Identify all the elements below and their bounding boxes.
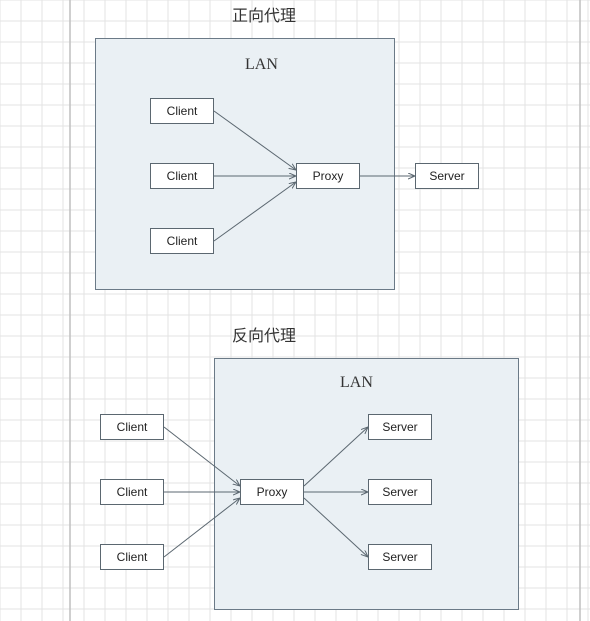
reverse-proxy-title: 反向代理	[232, 322, 296, 346]
d2-server-node-0: Server	[368, 414, 432, 440]
d1-client-node-1: Client	[150, 163, 214, 189]
d2-client-node-2: Client	[100, 544, 164, 570]
d2-client-node-0: Client	[100, 414, 164, 440]
d1-proxy-node: Proxy	[296, 163, 360, 189]
d2-client-node-1: Client	[100, 479, 164, 505]
diagram-canvas: 正向代理 反向代理 LAN LAN Client Client Client Prox…	[0, 0, 590, 621]
d1-client-node-2: Client	[150, 228, 214, 254]
lan-label-forward: LAN	[245, 56, 278, 74]
lan-label-reverse: LAN	[340, 374, 373, 392]
d2-proxy-node: Proxy	[240, 479, 304, 505]
d2-server-node-2: Server	[368, 544, 432, 570]
d1-client-node-0: Client	[150, 98, 214, 124]
d2-server-node-1: Server	[368, 479, 432, 505]
forward-proxy-title: 正向代理	[232, 2, 296, 26]
d1-server-node: Server	[415, 163, 479, 189]
